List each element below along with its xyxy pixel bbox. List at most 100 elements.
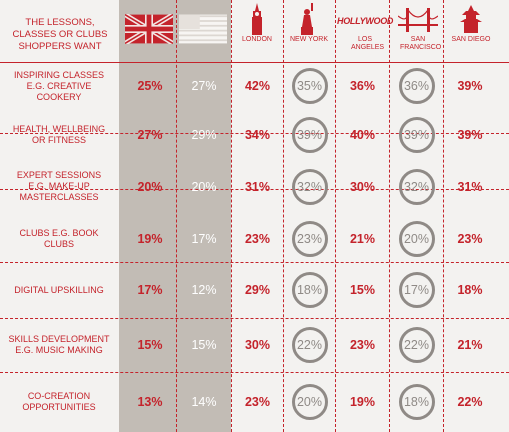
value-text: 30% — [244, 337, 271, 352]
row-label: INSPIRING CLASSES E.G. CREATIVE COOKERY — [0, 62, 118, 110]
hollywood-sign-icon: HOLLYWOOD — [337, 16, 394, 26]
value-cell-san_diego: 31% — [444, 159, 496, 214]
value-cell-los_angeles: 36% — [336, 62, 389, 110]
value-text: 29% — [244, 283, 271, 297]
column-label: LOS ANGELES — [351, 36, 385, 51]
value-cell-new_york: 18% — [284, 263, 335, 317]
value-text: 18% — [291, 272, 328, 308]
value-cell-uk: 19% — [123, 214, 177, 263]
value-text: 39% — [457, 79, 483, 93]
value-cell-los_angeles: 30% — [336, 159, 389, 214]
value-text: 23% — [244, 231, 271, 246]
column-divider — [335, 0, 336, 432]
row-label: DIGITAL UPSKILLING — [0, 263, 118, 317]
value-text: 18% — [398, 384, 435, 420]
value-text: 22% — [291, 326, 328, 363]
table-title: THE LESSONS, CLASSES OR CLUBS SHOPPERS W… — [4, 17, 116, 53]
value-cell-uk: 20% — [123, 159, 177, 214]
value-text: 20% — [291, 384, 328, 420]
row-label: SKILLS DEVELOPMENT E.G. MUSIC MAKING — [0, 317, 118, 372]
value-text: 19% — [137, 231, 163, 246]
value-text: 22% — [398, 326, 435, 363]
row-divider — [0, 318, 509, 319]
value-cell-san_francisco: 18% — [390, 372, 443, 432]
column-label: NEW YORK — [290, 36, 328, 43]
row-label-line: SKILLS DEVELOPMENT — [8, 333, 110, 344]
uk-flag-icon — [125, 14, 173, 44]
value-text: 32% — [291, 168, 328, 205]
column-header-san-diego: SAN DIEGO — [446, 0, 496, 62]
value-cell-san_diego: 39% — [444, 110, 496, 159]
value-cell-los_angeles: 21% — [336, 214, 389, 263]
column-header-new-york: NEW YORK — [286, 0, 332, 62]
column-divider — [176, 0, 177, 432]
value-cell-new_york: 39% — [284, 110, 335, 159]
value-cell-us: 12% — [177, 263, 231, 317]
column-divider — [231, 0, 232, 432]
value-cell-london: 23% — [232, 214, 283, 263]
value-text: 20% — [398, 220, 435, 257]
value-text: 15% — [191, 337, 217, 352]
value-text: 23% — [244, 395, 271, 409]
value-text: 36% — [349, 79, 376, 93]
value-cell-us: 17% — [177, 214, 231, 263]
row-label-line: INSPIRING CLASSES — [13, 69, 105, 80]
value-cell-london: 23% — [232, 372, 283, 432]
row-divider — [0, 133, 509, 134]
value-cell-new_york: 22% — [284, 317, 335, 372]
value-text: 35% — [291, 68, 328, 104]
row-label-text: INSPIRING CLASSES E.G. CREATIVE COOKERY — [14, 70, 104, 103]
value-text: 39% — [291, 116, 328, 153]
row-divider — [0, 262, 509, 263]
value-text: 39% — [398, 116, 435, 153]
uk-us-column-band — [119, 0, 231, 432]
value-text: 19% — [349, 395, 376, 409]
value-text: 15% — [137, 337, 163, 352]
value-text: 23% — [291, 220, 328, 257]
row-label-text: HEALTH, WELLBEING OR FITNESS — [13, 124, 105, 146]
row-label: CLUBS E.G. BOOK CLUBS — [0, 214, 118, 263]
row-label-text: CLUBS E.G. BOOK CLUBS — [19, 228, 98, 250]
row-label-line: EXPERT SESSIONS — [16, 170, 102, 180]
value-cell-san_diego: 39% — [444, 62, 496, 110]
column-header-los-angeles: HOLLYWOOD LOS ANGELES — [337, 0, 393, 62]
value-cell-los_angeles: 19% — [336, 372, 389, 432]
value-text: 17% — [398, 272, 435, 308]
value-text: 21% — [457, 337, 483, 352]
value-cell-new_york: 32% — [284, 159, 335, 214]
value-text: 30% — [349, 179, 376, 194]
value-text: 22% — [457, 395, 483, 409]
title-line: SHOPPERS WANT — [18, 41, 102, 52]
column-label: SAN DIEGO — [451, 36, 491, 43]
row-label: EXPERT SESSIONS E.G. MAKE-UP MASTERCLASSES — [0, 159, 118, 214]
value-text: 29% — [191, 127, 217, 142]
value-cell-los_angeles: 15% — [336, 263, 389, 317]
value-text: 31% — [244, 179, 271, 194]
value-text: 17% — [137, 283, 163, 297]
value-text: 20% — [137, 179, 163, 194]
value-text: 21% — [349, 231, 376, 246]
value-text: 36% — [398, 68, 435, 104]
value-cell-san_francisco: 20% — [390, 214, 443, 263]
value-cell-london: 42% — [232, 62, 283, 110]
value-cell-san_francisco: 17% — [390, 263, 443, 317]
value-cell-us: 14% — [177, 372, 231, 432]
value-cell-san_francisco: 39% — [390, 110, 443, 159]
value-text: 42% — [244, 79, 271, 93]
row-divider — [0, 372, 509, 373]
value-text: 18% — [457, 283, 483, 297]
value-cell-san_diego: 23% — [444, 214, 496, 263]
column-header-uk — [124, 0, 174, 62]
value-cell-london: 30% — [232, 317, 283, 372]
value-cell-san_diego: 22% — [444, 372, 496, 432]
value-cell-san_francisco: 32% — [390, 159, 443, 214]
value-cell-uk: 27% — [123, 110, 177, 159]
value-cell-us: 27% — [177, 62, 231, 110]
value-text: 15% — [349, 283, 376, 297]
row-label-line: OPPORTUNITIES — [22, 402, 96, 412]
column-header-us — [178, 0, 228, 62]
big-ben-icon — [252, 3, 262, 35]
value-text: 40% — [349, 127, 376, 142]
row-label-line: CLUBS E.G. BOOK — [19, 227, 99, 238]
row-label-text: CO-CREATION OPPORTUNITIES — [22, 391, 95, 413]
